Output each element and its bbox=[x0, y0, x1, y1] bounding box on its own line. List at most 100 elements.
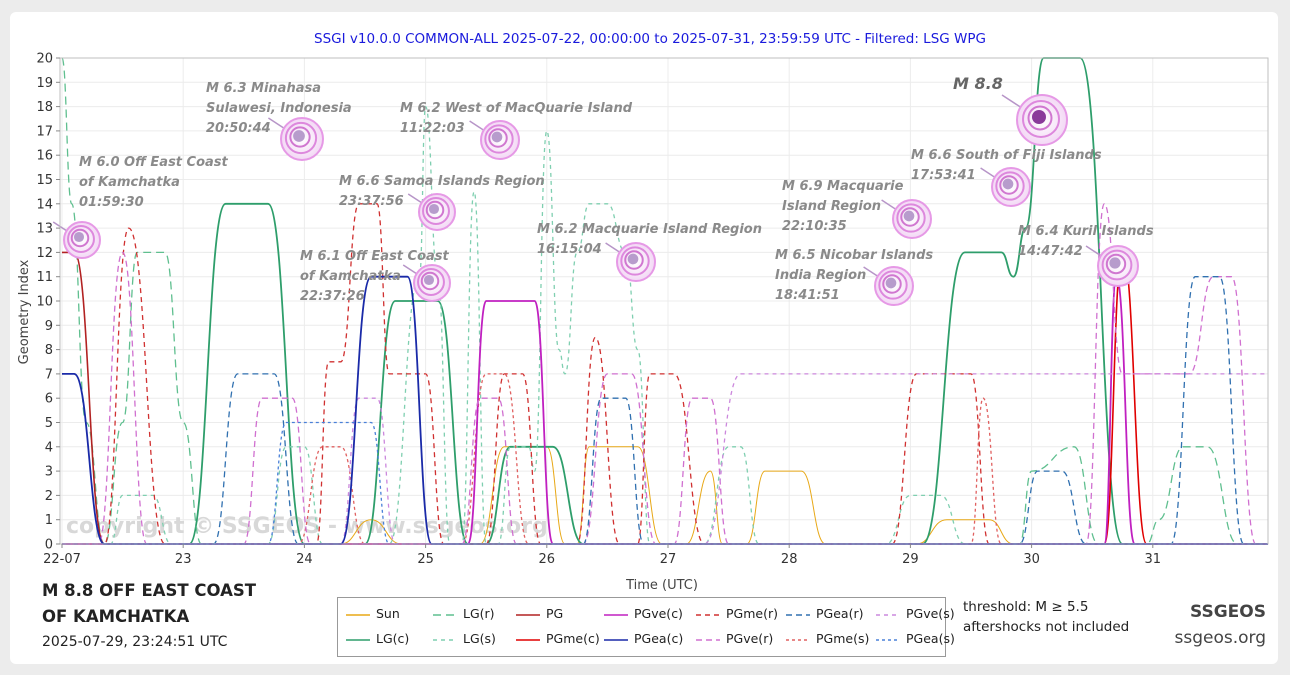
earthquake-annotation: M 6.0 Off East Coast of Kamchatka 01:59:30 bbox=[52, 155, 229, 259]
legend-swatch bbox=[696, 638, 720, 641]
legend-item: PGme(r) bbox=[696, 606, 778, 621]
y-tick-label: 2 bbox=[45, 489, 53, 504]
legend-item: PGve(c) bbox=[604, 606, 683, 621]
legend-label: PG bbox=[546, 606, 564, 621]
legend-label: PGea(r) bbox=[816, 606, 864, 621]
legend-swatch bbox=[516, 638, 540, 641]
legend-item: PGea(r) bbox=[786, 606, 863, 621]
annotation-text: 22:37:26 bbox=[300, 289, 365, 304]
annotation-text: M 6.3 Minahasa bbox=[206, 81, 321, 96]
y-tick-label: 5 bbox=[45, 416, 53, 431]
annotation-text: M 6.0 Off East Coast bbox=[79, 155, 229, 170]
x-tick-label: 22-07 bbox=[43, 552, 81, 567]
annotation-text: M 6.6 South of Fiji Islands bbox=[911, 148, 1102, 163]
legend-label: PGme(s) bbox=[816, 631, 870, 646]
legend-swatch bbox=[604, 638, 628, 641]
y-tick-label: 6 bbox=[45, 392, 53, 407]
annotation-text: Island Region bbox=[782, 199, 881, 214]
legend-label: PGve(r) bbox=[726, 631, 774, 646]
series-line-lg-s bbox=[62, 105, 1268, 545]
event-info: M 8.8 OFF EAST COAST OF KAMCHATKA 2025-0… bbox=[42, 578, 256, 650]
aftershocks-line: aftershocks not included bbox=[963, 619, 1130, 635]
legend-item: PGea(s) bbox=[876, 631, 955, 646]
event-title-line1: M 8.8 OFF EAST COAST bbox=[42, 581, 256, 600]
annotation-text: M 6.2 West of MacQuarie Island bbox=[400, 101, 633, 116]
earthquake-marker-icon bbox=[980, 167, 1031, 207]
legend-swatch bbox=[346, 638, 370, 641]
annotation-text: 17:53:41 bbox=[911, 168, 976, 183]
annotation-text: M 6.1 Off East Coast bbox=[300, 249, 450, 264]
annotation-text: 16:15:04 bbox=[537, 242, 602, 257]
earthquake-annotation: M 6.2 West of MacQuarie Island 11:22:03 bbox=[400, 101, 633, 160]
earthquake-marker-icon bbox=[469, 120, 520, 160]
x-axis-ticks: 22-07 23 24 25 26 27 28 29 30 31 bbox=[43, 544, 1161, 567]
y-tick-label: 8 bbox=[45, 343, 53, 358]
earthquake-marker-icon bbox=[863, 266, 914, 306]
series-line-lg-r bbox=[61, 57, 1268, 545]
y-tick-label: 7 bbox=[45, 367, 53, 382]
earthquake-marker-icon bbox=[267, 117, 324, 161]
legend-swatch bbox=[516, 613, 540, 616]
x-axis-label: Time (UTC) bbox=[625, 578, 698, 593]
annotation-text: M 6.4 Kuril Islands bbox=[1018, 224, 1154, 239]
earthquake-annotation: M 6.2 Macquarie Island Region 16:15:04 bbox=[537, 222, 762, 282]
earthquake-annotation: M 6.1 Off East Coast of Kamchatka 22:37:26 bbox=[300, 249, 451, 304]
legend-label: LG(s) bbox=[463, 631, 496, 646]
legend-swatch bbox=[696, 613, 720, 616]
y-tick-label: 16 bbox=[36, 149, 53, 164]
annotation-text: M 6.9 Macquarie bbox=[782, 179, 904, 194]
legend-label: LG(r) bbox=[463, 606, 495, 621]
earthquake-annotations: M 6.0 Off East Coast of Kamchatka 01:59:30… bbox=[52, 74, 1154, 306]
series-line-pgea-c bbox=[62, 275, 1268, 545]
x-tick-label: 29 bbox=[902, 552, 919, 567]
legend-swatch bbox=[786, 613, 810, 616]
y-axis-label: Geometry Index bbox=[17, 259, 32, 364]
x-tick-label: 26 bbox=[539, 552, 556, 567]
annotation-text: 23:37:56 bbox=[339, 194, 404, 209]
y-tick-label: 10 bbox=[36, 295, 53, 310]
y-tick-label: 12 bbox=[36, 246, 53, 261]
earthquake-marker-icon bbox=[402, 264, 451, 302]
legend-label: PGme(c) bbox=[546, 631, 600, 646]
y-tick-label: 11 bbox=[36, 270, 53, 285]
y-tick-label: 14 bbox=[36, 197, 53, 212]
legend-label: PGea(s) bbox=[906, 631, 955, 646]
y-tick-label: 13 bbox=[36, 222, 53, 237]
legend-item: PGme(c) bbox=[516, 631, 600, 646]
legend-swatch bbox=[876, 613, 900, 616]
y-tick-label: 19 bbox=[36, 76, 53, 91]
legend-item: Sun bbox=[346, 606, 400, 621]
chart-title: SSGI v10.0.0 COMMON-ALL 2025-07-22, 00:0… bbox=[314, 31, 986, 47]
annotation-text: 22:10:35 bbox=[782, 219, 847, 234]
legend-item: LG(c) bbox=[346, 631, 409, 646]
legend-item: PG bbox=[516, 606, 563, 621]
chart-legend: Sun LG(r) PG PGve(c) PGme(r) PGea(r) PGve(s) LG… bbox=[337, 597, 955, 657]
legend-label: PGea(c) bbox=[634, 631, 684, 646]
brand: SSGEOS ssgeos.org bbox=[1174, 602, 1266, 648]
annotation-text: M 6.2 Macquarie Island Region bbox=[537, 222, 762, 237]
legend-swatch bbox=[876, 638, 900, 641]
series-line-pgme-s bbox=[62, 373, 1268, 545]
earthquake-annotation: M 6.9 Macquarie Island Region 22:10:35 bbox=[782, 179, 932, 239]
series-line-pgve-c bbox=[62, 275, 1268, 545]
annotation-text: of Kamchatka bbox=[79, 175, 180, 190]
legend-swatch bbox=[786, 638, 810, 641]
y-tick-label: 1 bbox=[45, 513, 53, 528]
x-tick-label: 31 bbox=[1145, 552, 1162, 567]
x-tick-label: 30 bbox=[1023, 552, 1040, 567]
annotation-text: 14:47:42 bbox=[1018, 244, 1083, 259]
series-line-pgve-r bbox=[62, 203, 1268, 545]
earthquake-annotation: M 6.6 Samoa Islands Region 23:37:56 bbox=[339, 174, 545, 231]
earthquake-marker-icon bbox=[52, 221, 101, 259]
annotation-text: Sulawesi, Indonesia bbox=[206, 101, 352, 116]
annotation-text: M 6.5 Nicobar Islands bbox=[775, 248, 933, 263]
annotation-text: M 8.8 bbox=[953, 74, 1003, 93]
y-tick-label: 18 bbox=[36, 100, 53, 115]
legend-item: PGve(r) bbox=[696, 631, 773, 646]
annotation-text: India Region bbox=[775, 268, 866, 283]
annotation-text: 01:59:30 bbox=[79, 195, 144, 210]
series-line-pgea-r bbox=[62, 276, 1268, 545]
x-tick-label: 28 bbox=[781, 552, 798, 567]
legend-item: PGea(c) bbox=[604, 631, 683, 646]
annotation-text: 11:22:03 bbox=[400, 121, 465, 136]
